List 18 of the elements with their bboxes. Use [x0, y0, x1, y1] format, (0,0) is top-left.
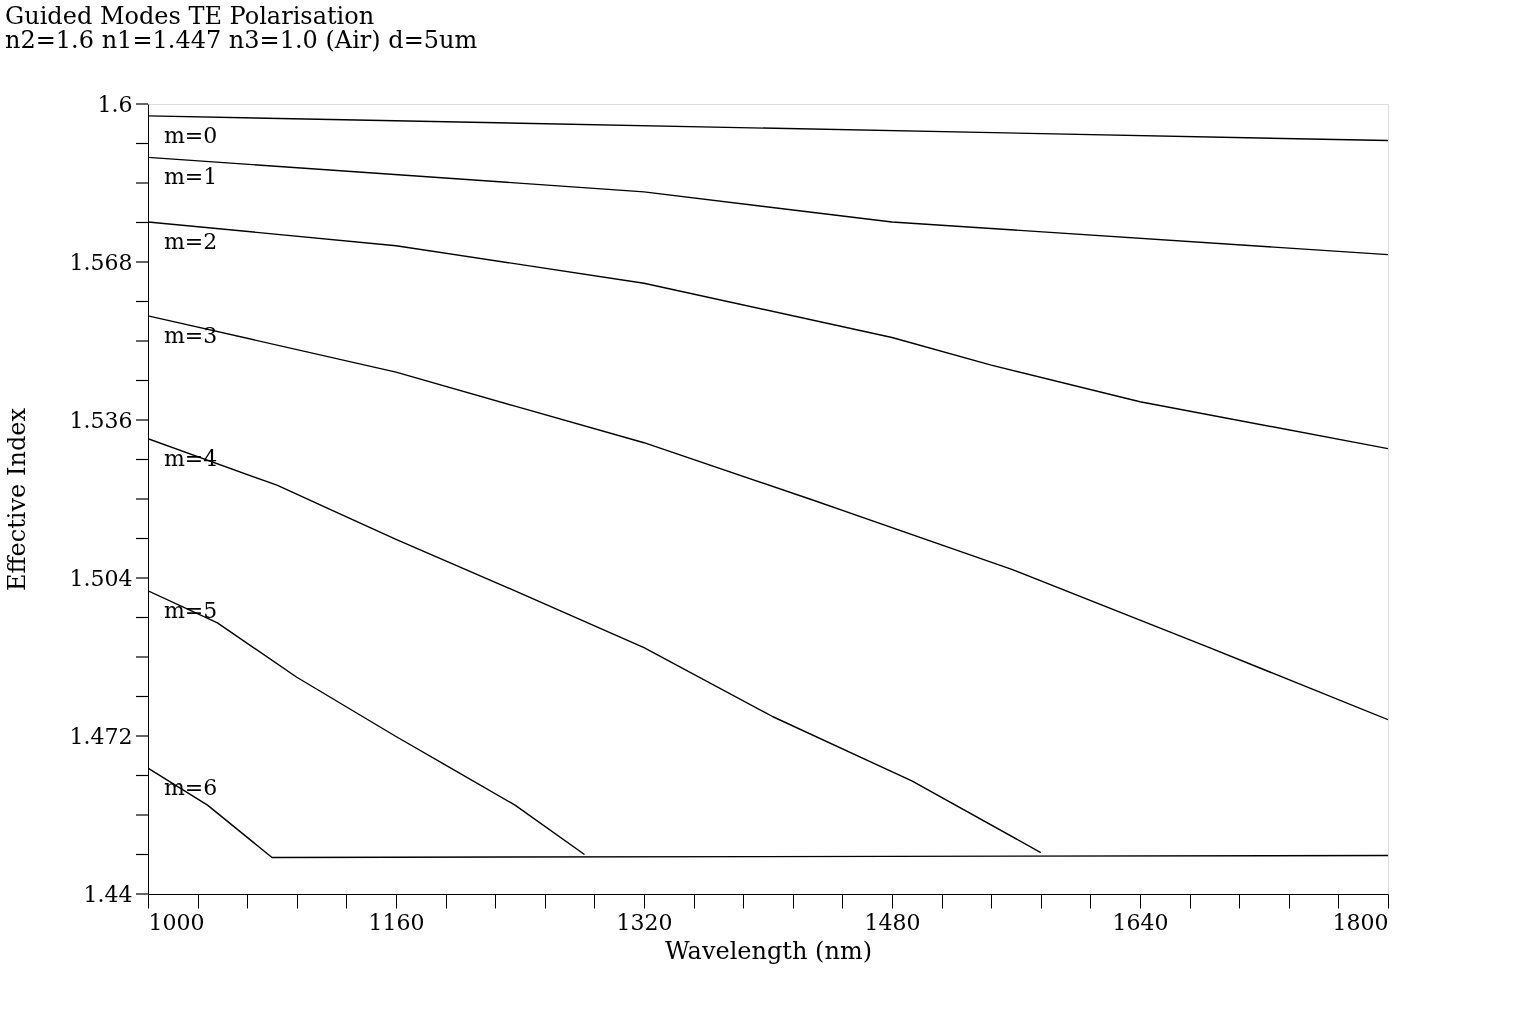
x-axis-title: Wavelength (nm): [664, 936, 873, 965]
series-label: m=1: [164, 164, 218, 190]
x-tick-label: 1320: [616, 909, 673, 935]
y-tick-label: 1.472: [69, 723, 133, 749]
y-tick-label: 1.44: [83, 881, 133, 907]
x-tick-label: 1640: [1112, 909, 1169, 935]
y-tick-label: 1.536: [69, 407, 133, 433]
x-tick-label: 1480: [864, 909, 921, 935]
y-tick-label: 1.6: [97, 91, 133, 117]
x-tick-label: 1000: [148, 909, 205, 935]
series-label: m=3: [164, 322, 218, 348]
x-tick-label: 1800: [1332, 909, 1389, 935]
x-tick-label: 1160: [368, 909, 425, 935]
y-tick-label: 1.568: [69, 249, 133, 275]
series-label: m=2: [164, 229, 218, 255]
y-tick-label: 1.504: [69, 565, 133, 591]
y-axis-title: Effective Index: [2, 407, 31, 591]
series-label: m=0: [164, 122, 218, 148]
